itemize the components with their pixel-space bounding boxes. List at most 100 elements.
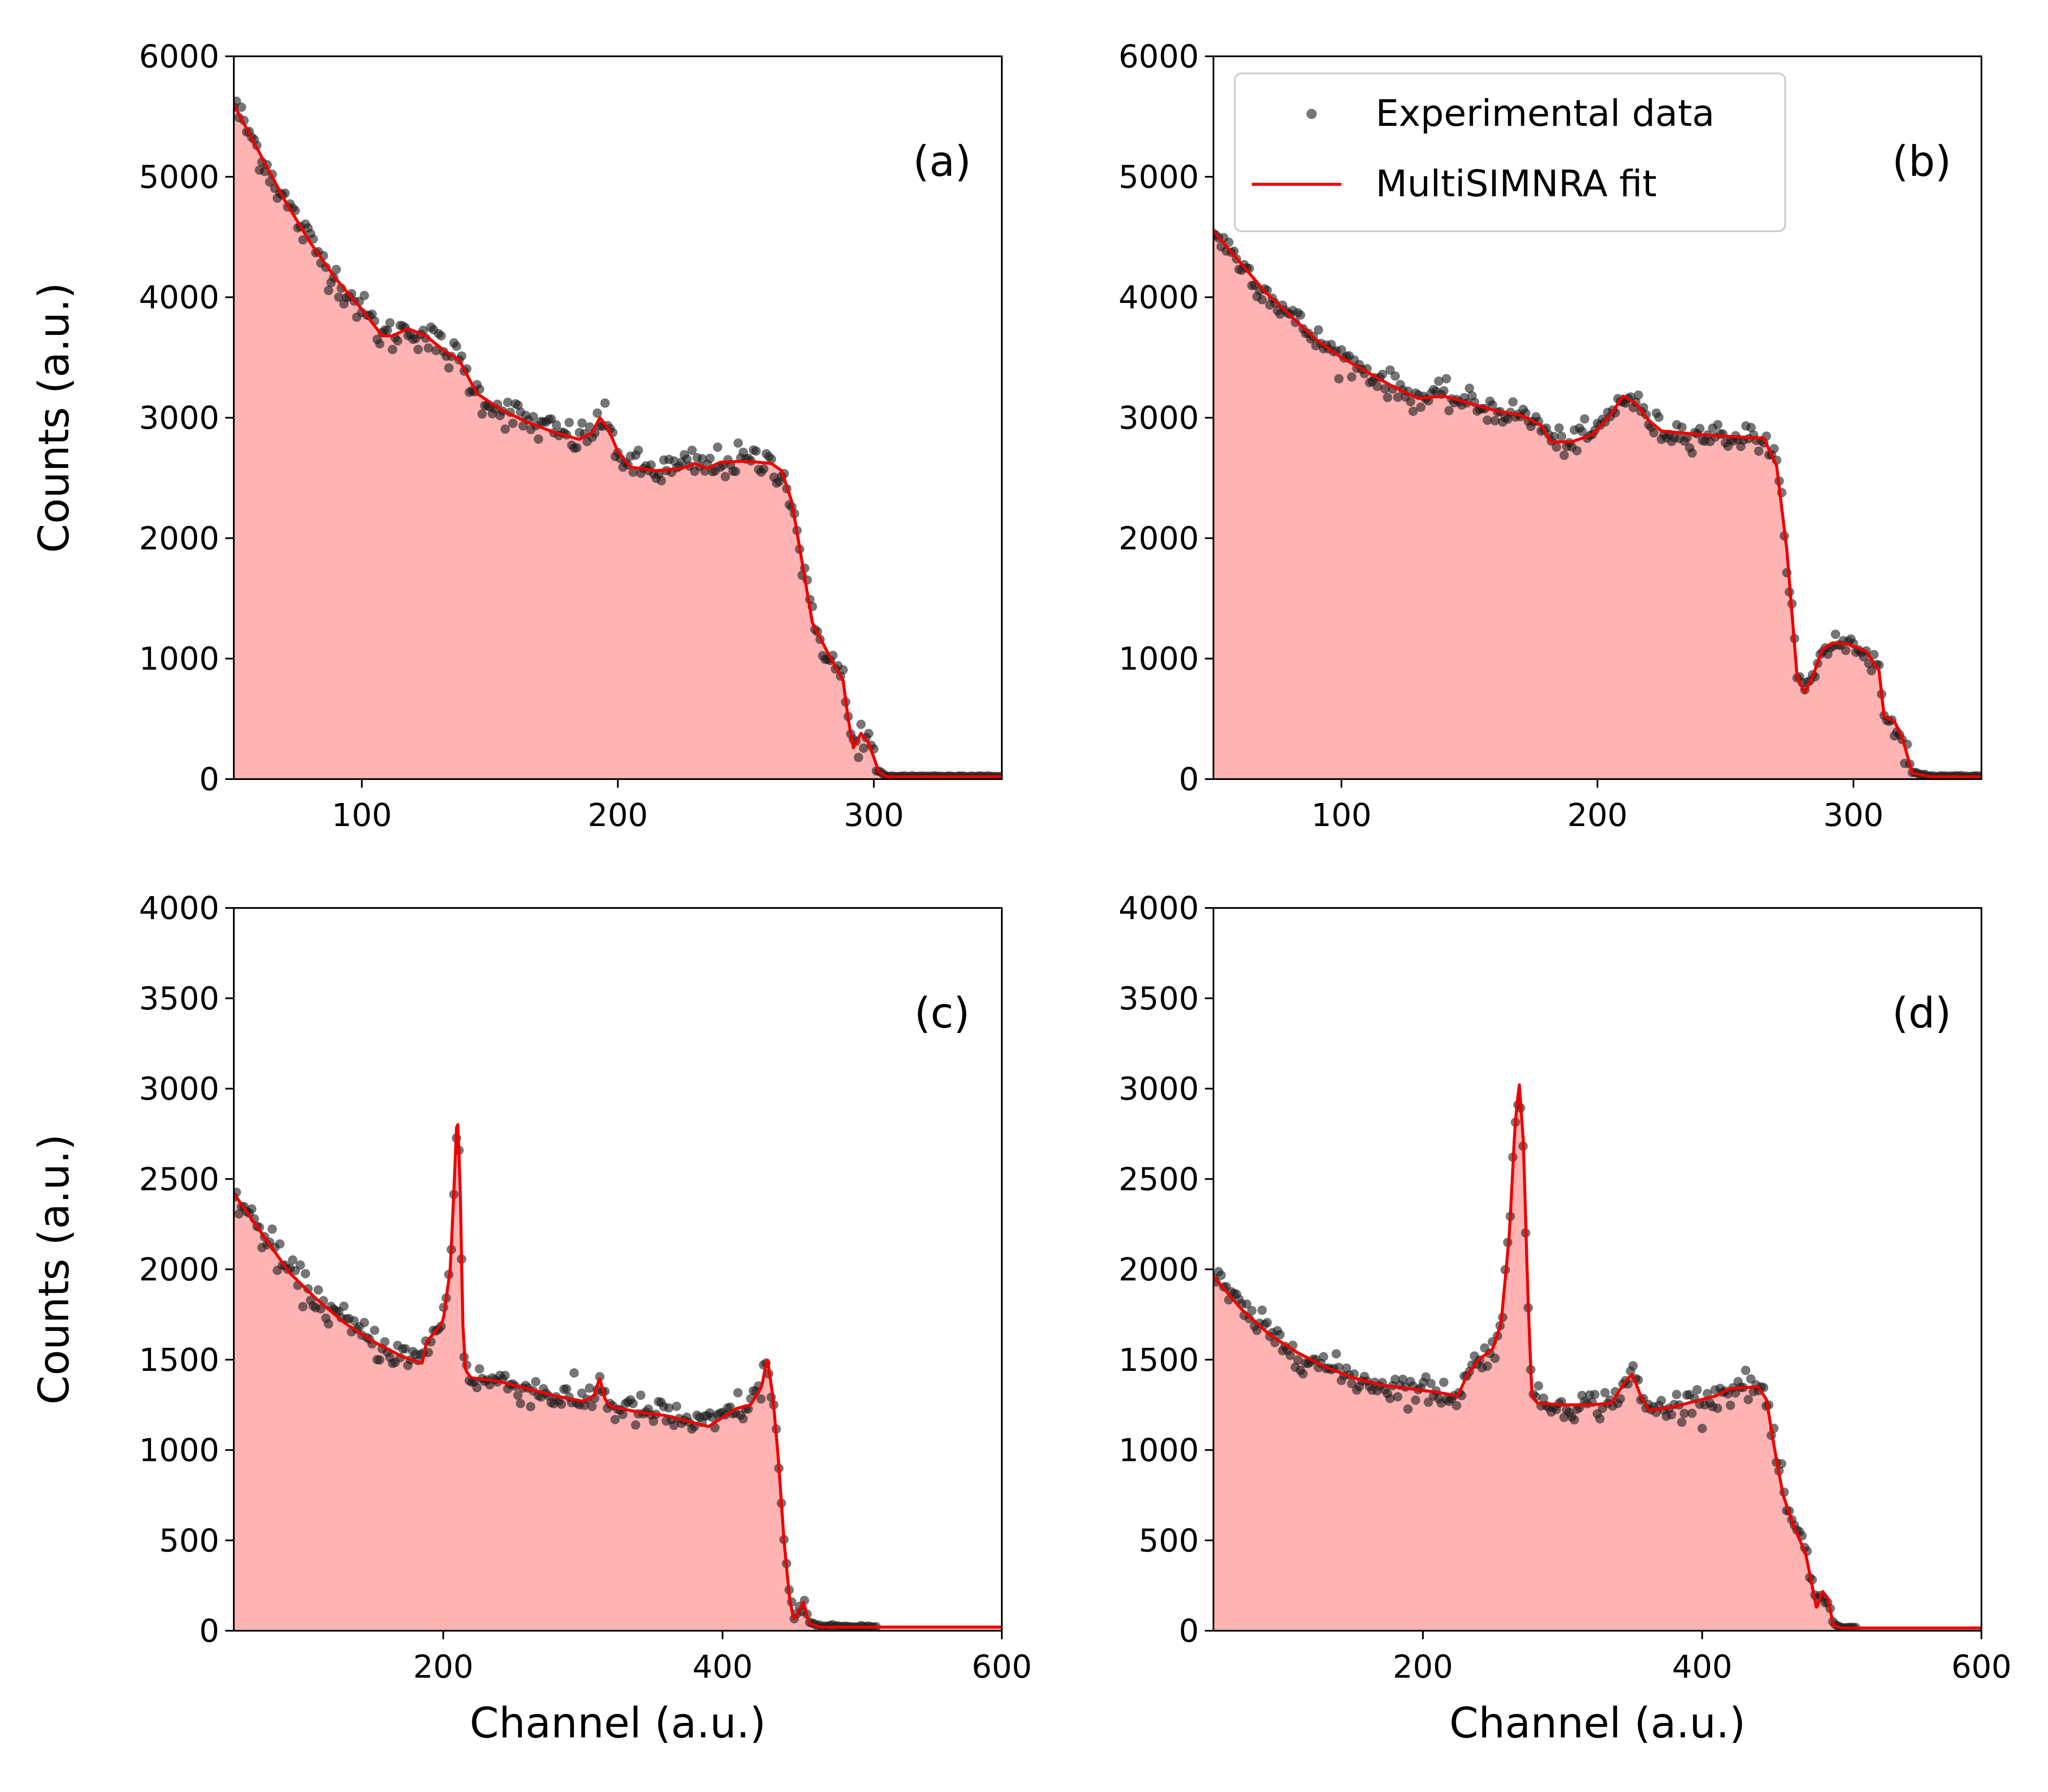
y-tick-label: 1000 bbox=[139, 1432, 219, 1469]
data-point bbox=[1242, 1299, 1251, 1309]
data-point bbox=[572, 443, 582, 453]
data-point bbox=[1452, 1401, 1461, 1411]
data-point bbox=[733, 1388, 743, 1398]
data-point bbox=[444, 363, 454, 373]
data-point bbox=[1263, 1318, 1272, 1327]
data-point bbox=[1539, 1393, 1548, 1403]
data-point bbox=[1713, 420, 1722, 430]
data-point bbox=[1634, 390, 1643, 400]
panel-a: 0 1000 2000 3000 4000 5000 6000 100 200 300 (a) Cou… bbox=[30, 38, 1003, 834]
y-tick-label: 1000 bbox=[139, 641, 219, 678]
data-point bbox=[1482, 1361, 1492, 1371]
fit-line bbox=[1213, 1083, 1981, 1630]
data-point bbox=[313, 1285, 323, 1295]
fit-line bbox=[1213, 230, 1981, 778]
data-point bbox=[759, 464, 768, 474]
data-point bbox=[436, 331, 446, 341]
data-point bbox=[593, 408, 602, 418]
y-axis-label: Counts (a.u.) bbox=[30, 282, 79, 553]
data-point bbox=[268, 1224, 277, 1234]
data-point bbox=[531, 1377, 541, 1387]
data-point bbox=[1490, 1353, 1500, 1363]
data-point bbox=[1373, 381, 1382, 391]
y-tick-label: 3500 bbox=[139, 980, 219, 1017]
x-tick-label: 400 bbox=[1672, 1649, 1732, 1685]
data-point bbox=[1746, 423, 1756, 432]
data-point bbox=[375, 339, 384, 349]
data-point bbox=[610, 1415, 620, 1424]
data-point bbox=[534, 434, 543, 444]
data-point bbox=[767, 454, 776, 464]
data-point bbox=[1600, 1388, 1610, 1398]
data-point bbox=[500, 424, 510, 434]
data-point bbox=[431, 346, 441, 355]
data-point bbox=[413, 345, 423, 355]
x-tick-label: 600 bbox=[972, 1649, 1032, 1685]
data-point bbox=[323, 1319, 333, 1329]
data-point bbox=[1314, 325, 1323, 335]
y-tick-label: 4000 bbox=[139, 890, 219, 927]
data-point bbox=[1692, 1385, 1702, 1395]
plot-area bbox=[1213, 1083, 1981, 1631]
y-tick-label: 5000 bbox=[1119, 159, 1199, 195]
data-point bbox=[1557, 431, 1566, 441]
data-point bbox=[1391, 371, 1400, 381]
x-tick-label: 200 bbox=[588, 797, 648, 834]
y-tick-label: 0 bbox=[1179, 761, 1199, 798]
data-point bbox=[1393, 1392, 1402, 1402]
data-point bbox=[1595, 1414, 1605, 1424]
legend-box bbox=[1234, 73, 1786, 232]
data-point bbox=[1490, 416, 1500, 425]
data-point bbox=[1615, 1394, 1625, 1404]
y-tick-label: 500 bbox=[159, 1522, 219, 1559]
data-point bbox=[1257, 1305, 1267, 1315]
data-point bbox=[339, 1301, 349, 1311]
data-point bbox=[1559, 451, 1569, 460]
data-point bbox=[1398, 1374, 1408, 1384]
data-point bbox=[237, 102, 246, 112]
data-point bbox=[1296, 310, 1305, 320]
data-point bbox=[859, 743, 868, 753]
data-point bbox=[1434, 376, 1443, 386]
data-point bbox=[1695, 424, 1705, 433]
data-point bbox=[636, 1391, 646, 1400]
data-point bbox=[569, 1368, 579, 1378]
y-tick-label: 3000 bbox=[1119, 1071, 1199, 1108]
fit-line bbox=[234, 104, 1002, 778]
x-tick-label: 200 bbox=[1567, 797, 1627, 834]
data-point bbox=[1552, 442, 1561, 452]
data-point bbox=[1439, 1377, 1449, 1387]
data-point bbox=[1725, 1400, 1735, 1410]
data-point bbox=[1347, 372, 1356, 382]
data-point bbox=[631, 1420, 640, 1430]
data-point bbox=[756, 1394, 766, 1404]
y-tick-label: 2000 bbox=[139, 1251, 219, 1288]
data-point bbox=[595, 1372, 605, 1382]
data-point bbox=[628, 467, 638, 477]
data-point bbox=[424, 343, 433, 353]
data-point bbox=[587, 1402, 597, 1411]
y-tick-label: 2000 bbox=[139, 520, 219, 557]
data-point bbox=[1439, 386, 1449, 396]
data-point bbox=[1677, 422, 1687, 432]
data-point bbox=[552, 420, 561, 430]
data-point bbox=[1252, 1326, 1262, 1335]
data-point bbox=[1533, 1381, 1543, 1391]
panel-label: (b) bbox=[1892, 137, 1952, 186]
y-tick-label: 1000 bbox=[1119, 641, 1199, 678]
x-tick-label: 100 bbox=[332, 797, 392, 834]
x-tick-label: 400 bbox=[692, 1649, 753, 1685]
data-point bbox=[1380, 384, 1390, 394]
plot-area bbox=[234, 96, 1002, 779]
data-point bbox=[733, 438, 743, 448]
data-point bbox=[672, 1402, 681, 1411]
data-point bbox=[1554, 423, 1564, 433]
x-tick-label: 100 bbox=[1311, 797, 1371, 834]
data-point bbox=[1291, 317, 1300, 327]
y-tick-label: 6000 bbox=[139, 38, 219, 75]
data-point bbox=[705, 454, 715, 463]
panel-label: (a) bbox=[913, 137, 972, 186]
data-point bbox=[1318, 1352, 1328, 1361]
x-tick-label: 200 bbox=[413, 1649, 473, 1685]
data-point bbox=[1385, 1393, 1395, 1403]
